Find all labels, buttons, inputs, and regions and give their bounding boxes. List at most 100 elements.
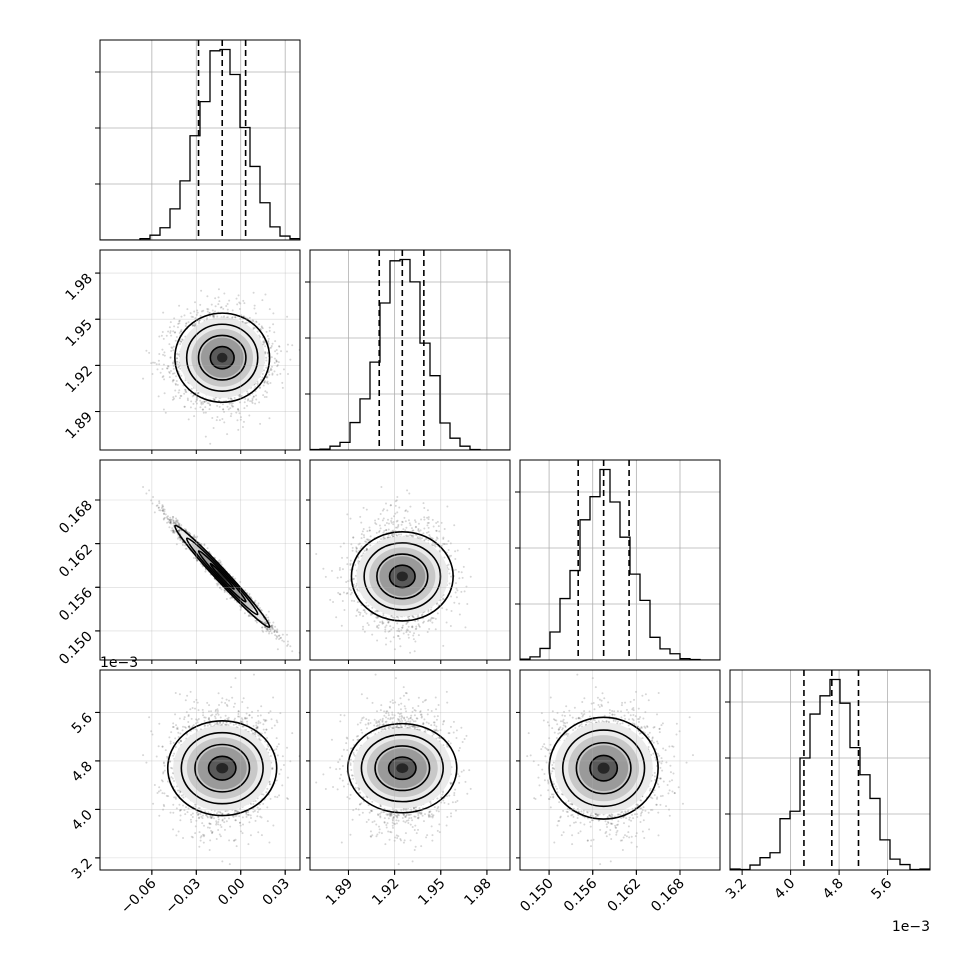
sample-point (172, 379, 175, 382)
sample-point (261, 373, 264, 376)
sample-point (198, 319, 201, 322)
sample-point (201, 408, 204, 411)
sample-point (159, 509, 162, 512)
sample-point (269, 382, 272, 385)
sample-point (155, 363, 158, 366)
sample-point (165, 516, 168, 519)
sample-point (197, 391, 200, 394)
sample-point (238, 307, 241, 310)
sample-point (262, 340, 265, 343)
sample-point (234, 577, 237, 580)
sample-point (222, 307, 225, 310)
histogram-step (310, 258, 510, 450)
sample-point (226, 405, 229, 408)
sample-point (258, 401, 261, 404)
sample-point (208, 312, 211, 315)
sample-point (168, 326, 171, 329)
sample-point (268, 417, 271, 420)
sample-point (171, 380, 174, 383)
sample-point (256, 382, 259, 385)
sample-point (213, 315, 216, 318)
sample-point (162, 517, 165, 520)
sample-point (271, 626, 274, 629)
sample-point (241, 425, 244, 428)
sample-point (230, 398, 233, 401)
sample-point (165, 334, 168, 337)
sample-point (274, 625, 277, 628)
sample-point (175, 375, 178, 378)
sample-point (246, 399, 249, 402)
sample-point (237, 428, 240, 431)
sample-point (267, 624, 270, 627)
sample-point (264, 626, 267, 629)
sample-point (225, 597, 228, 600)
sample-point (221, 403, 224, 406)
sample-point (162, 353, 165, 356)
sample-point (255, 321, 258, 324)
sample-point (177, 536, 180, 539)
sample-point (240, 394, 243, 397)
sample-point (168, 519, 171, 522)
sample-point (193, 415, 196, 418)
sample-point (194, 323, 197, 326)
sample-point (168, 372, 171, 375)
sample-point (265, 614, 268, 617)
sample-point (286, 643, 289, 646)
sample-point (243, 612, 246, 615)
sample-point (273, 370, 276, 373)
sample-point (275, 631, 278, 634)
sample-point (278, 638, 281, 641)
sample-point (255, 320, 258, 323)
sample-point (266, 335, 269, 338)
sample-point (266, 628, 269, 631)
panel-frame (99, 249, 301, 451)
sample-point (177, 363, 180, 366)
sample-point (247, 398, 250, 401)
sample-point (169, 370, 172, 373)
sample-point (185, 391, 188, 394)
sample-point (275, 635, 278, 638)
sample-point (261, 376, 264, 379)
sample-point (216, 315, 219, 318)
sample-point (203, 400, 206, 403)
sample-point (172, 529, 175, 532)
sample-point (173, 530, 176, 533)
sample-point (169, 356, 172, 359)
sample-point (219, 560, 222, 563)
sample-point (270, 356, 273, 359)
sample-point (157, 506, 160, 509)
sample-point (252, 395, 255, 398)
sample-point (206, 307, 209, 310)
sample-point (178, 332, 181, 335)
sample-point (167, 365, 170, 368)
sample-point (267, 337, 270, 340)
sample-point (262, 394, 265, 397)
sample-point (168, 343, 171, 346)
sample-point (172, 379, 175, 382)
sample-point (193, 535, 196, 538)
sample-point (208, 408, 211, 411)
sample-point (265, 622, 268, 625)
sample-point (166, 367, 169, 370)
sample-point (169, 521, 172, 524)
sample-point (256, 330, 259, 333)
sample-point (266, 375, 269, 378)
sample-point (223, 590, 226, 593)
sample-point (231, 309, 234, 312)
sample-point (204, 435, 207, 438)
sample-point (199, 399, 202, 402)
contour-line (197, 334, 247, 381)
sample-point (163, 510, 166, 513)
sample-point (148, 351, 151, 354)
sample-point (235, 297, 238, 300)
sample-point (273, 631, 276, 634)
sample-point (184, 389, 187, 392)
sample-point (177, 353, 180, 356)
sample-point (264, 293, 267, 296)
sample-point (204, 400, 207, 403)
sample-point (278, 345, 281, 348)
sample-point (185, 322, 188, 325)
sample-point (269, 369, 272, 372)
sample-point (291, 650, 294, 653)
sample-point (248, 414, 251, 417)
